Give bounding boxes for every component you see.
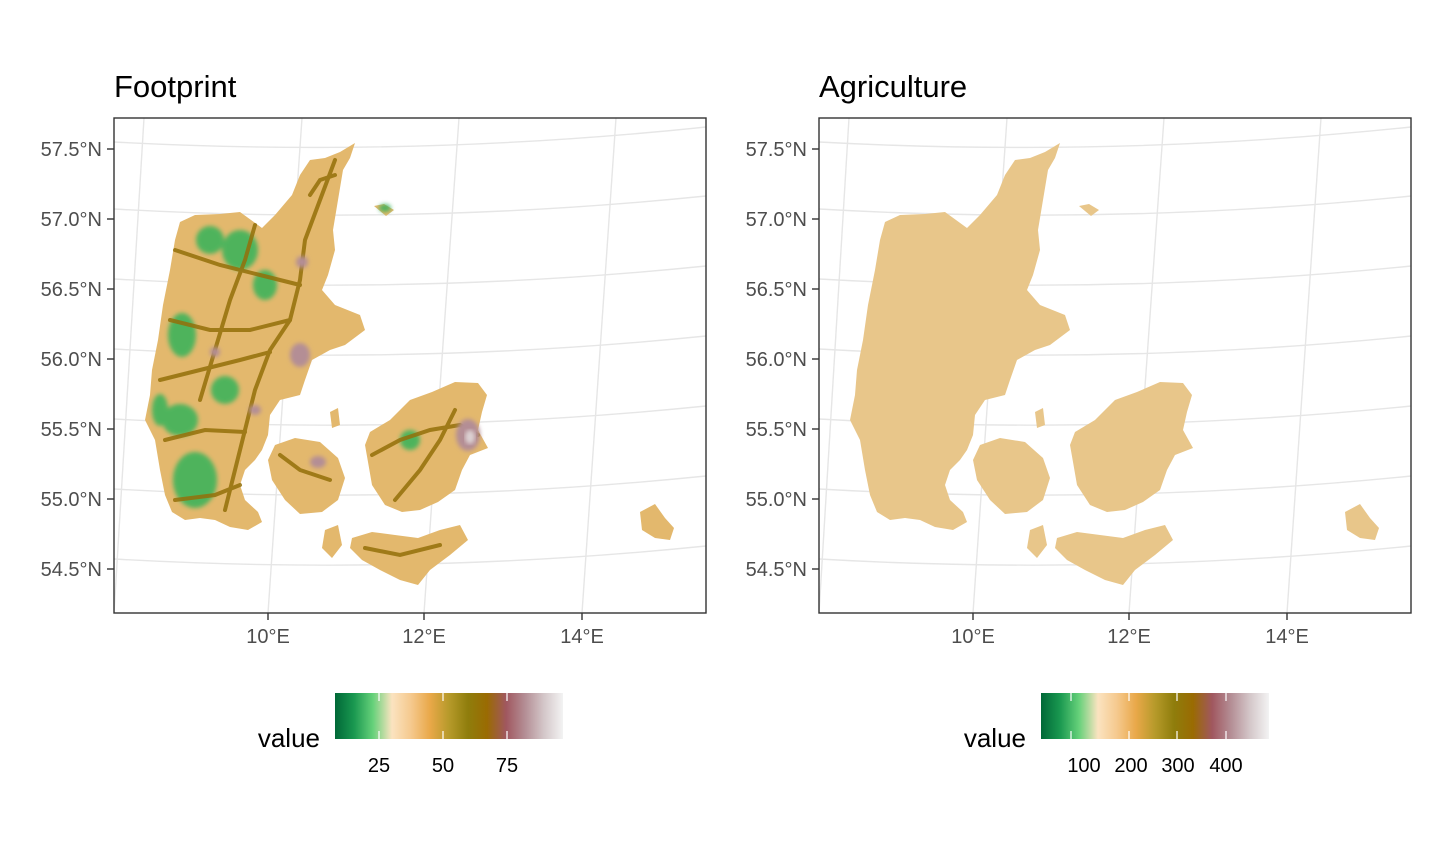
lat-tick-label: 55.5°N — [41, 419, 102, 441]
lon-tick-label: 12°E — [1107, 626, 1151, 648]
lon-tick-label: 10°E — [951, 626, 995, 648]
plot-frame — [113, 117, 707, 614]
lon-tick-label: 14°E — [560, 626, 604, 648]
legend-tick-label: 100 — [1067, 755, 1100, 777]
legend-tick-label: 75 — [496, 755, 518, 777]
lat-tick-label: 56.5°N — [41, 279, 102, 301]
legend-title: value — [258, 723, 320, 753]
y-axis: 57.5°N 57.0°N 56.5°N 56.0°N 55.5°N 55.0°… — [41, 139, 114, 581]
legend: value 100 200 300 400 — [964, 693, 1269, 777]
lat-tick-label: 55.0°N — [746, 489, 807, 511]
lat-tick-label: 57.5°N — [746, 139, 807, 161]
legend-colorbar — [335, 693, 563, 739]
lat-tick-label: 54.5°N — [41, 559, 102, 581]
lat-tick-label: 55.0°N — [41, 489, 102, 511]
legend-tick-label: 25 — [368, 755, 390, 777]
legend-tick-label: 300 — [1161, 755, 1194, 777]
lon-tick-label: 12°E — [402, 626, 446, 648]
lat-tick-label: 57.0°N — [41, 209, 102, 231]
y-axis: 57.5°N 57.0°N 56.5°N 56.0°N 55.5°N 55.0°… — [746, 139, 819, 581]
lat-tick-label: 57.5°N — [41, 139, 102, 161]
lon-tick-label: 14°E — [1265, 626, 1309, 648]
lat-tick-label: 55.5°N — [746, 419, 807, 441]
footprint-panel: Footprint — [41, 69, 707, 777]
x-axis: 10°E 12°E 14°E — [951, 613, 1309, 648]
panel-title: Footprint — [114, 69, 237, 104]
legend-title: value — [964, 723, 1026, 753]
legend: value 25 50 75 — [258, 693, 563, 777]
lat-tick-label: 56.0°N — [746, 349, 807, 371]
agriculture-panel: Agriculture — [746, 69, 1412, 777]
lat-tick-label: 56.5°N — [746, 279, 807, 301]
plot-frame — [818, 117, 1412, 614]
agriculture-raster — [850, 143, 1379, 585]
lon-tick-label: 10°E — [246, 626, 290, 648]
legend-tick-label: 50 — [432, 755, 454, 777]
legend-colorbar — [1041, 693, 1269, 739]
lat-tick-label: 54.5°N — [746, 559, 807, 581]
x-axis: 10°E 12°E 14°E — [246, 613, 604, 648]
lat-tick-label: 56.0°N — [41, 349, 102, 371]
legend-tick-label: 400 — [1209, 755, 1242, 777]
footprint-raster — [145, 143, 674, 585]
lat-tick-label: 57.0°N — [746, 209, 807, 231]
panel-title: Agriculture — [819, 69, 967, 104]
legend-tick-label: 200 — [1114, 755, 1147, 777]
